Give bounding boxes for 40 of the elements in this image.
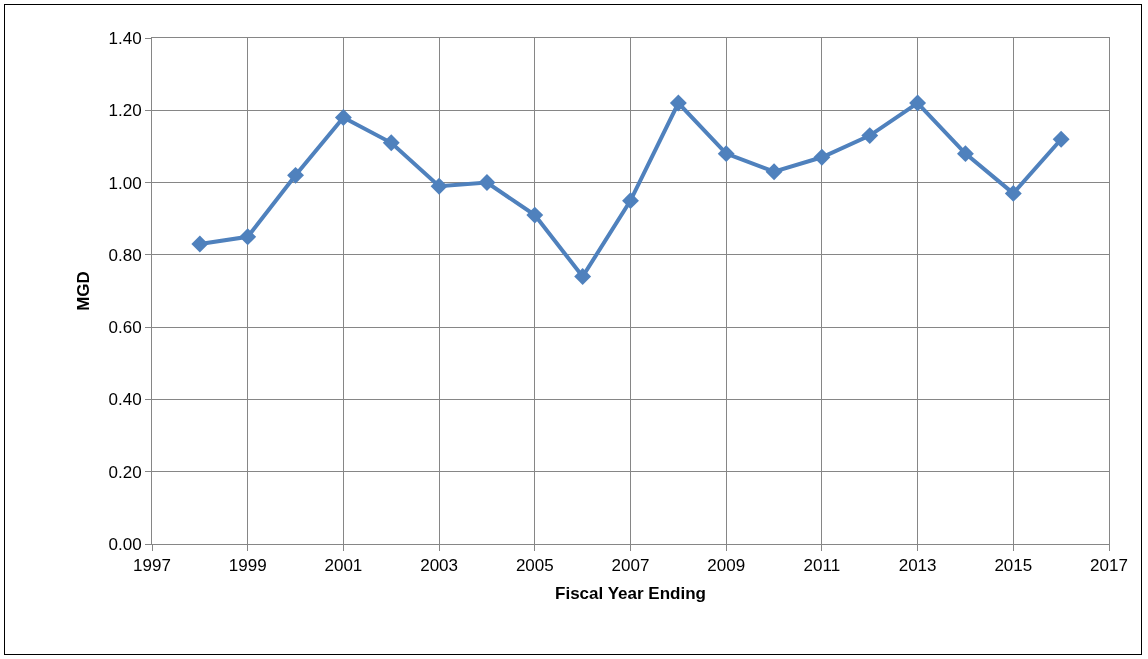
point xyxy=(334,109,352,126)
point xyxy=(526,206,544,224)
y-tick-label: 0.20 xyxy=(108,462,142,482)
x-axis-title: Fiscal Year Ending xyxy=(555,583,706,603)
point xyxy=(765,163,783,181)
x-tick-label: 2001 xyxy=(324,556,363,576)
x-tick-label: 2003 xyxy=(420,556,459,576)
x-tick-label: 1999 xyxy=(228,556,267,576)
point xyxy=(909,94,927,112)
point xyxy=(191,235,209,253)
point xyxy=(957,145,974,163)
point xyxy=(430,177,448,195)
point xyxy=(382,134,400,152)
point xyxy=(478,174,496,192)
y-tick-label: 0.60 xyxy=(108,318,142,338)
x-tick-label: 2015 xyxy=(994,556,1033,576)
point xyxy=(717,145,735,163)
point xyxy=(574,268,592,285)
point xyxy=(622,192,639,210)
point xyxy=(1052,130,1070,148)
x-tick-label: 2011 xyxy=(803,556,841,576)
y-axis-title: MGD xyxy=(74,271,94,311)
x-tick-label: 2007 xyxy=(611,556,650,576)
point xyxy=(813,148,831,166)
point xyxy=(239,228,257,246)
y-tick-label: 0.00 xyxy=(108,534,142,554)
point xyxy=(1004,184,1022,202)
y-tick-label: 1.20 xyxy=(108,101,142,121)
y-tick-label: 0.40 xyxy=(108,390,142,410)
point xyxy=(669,94,687,112)
point xyxy=(287,166,304,184)
y-tick-label: 1.40 xyxy=(108,28,142,48)
y-tick-label: 1.00 xyxy=(108,173,142,193)
point xyxy=(861,127,879,145)
x-tick-label: 2009 xyxy=(707,556,746,576)
x-tick-label: 2013 xyxy=(898,556,937,576)
y-tick-label: 0.80 xyxy=(108,245,142,265)
x-tick-label: 2017 xyxy=(1090,556,1128,576)
x-tick-label: 2005 xyxy=(515,556,554,576)
x-tick-label: 1997 xyxy=(133,556,171,576)
